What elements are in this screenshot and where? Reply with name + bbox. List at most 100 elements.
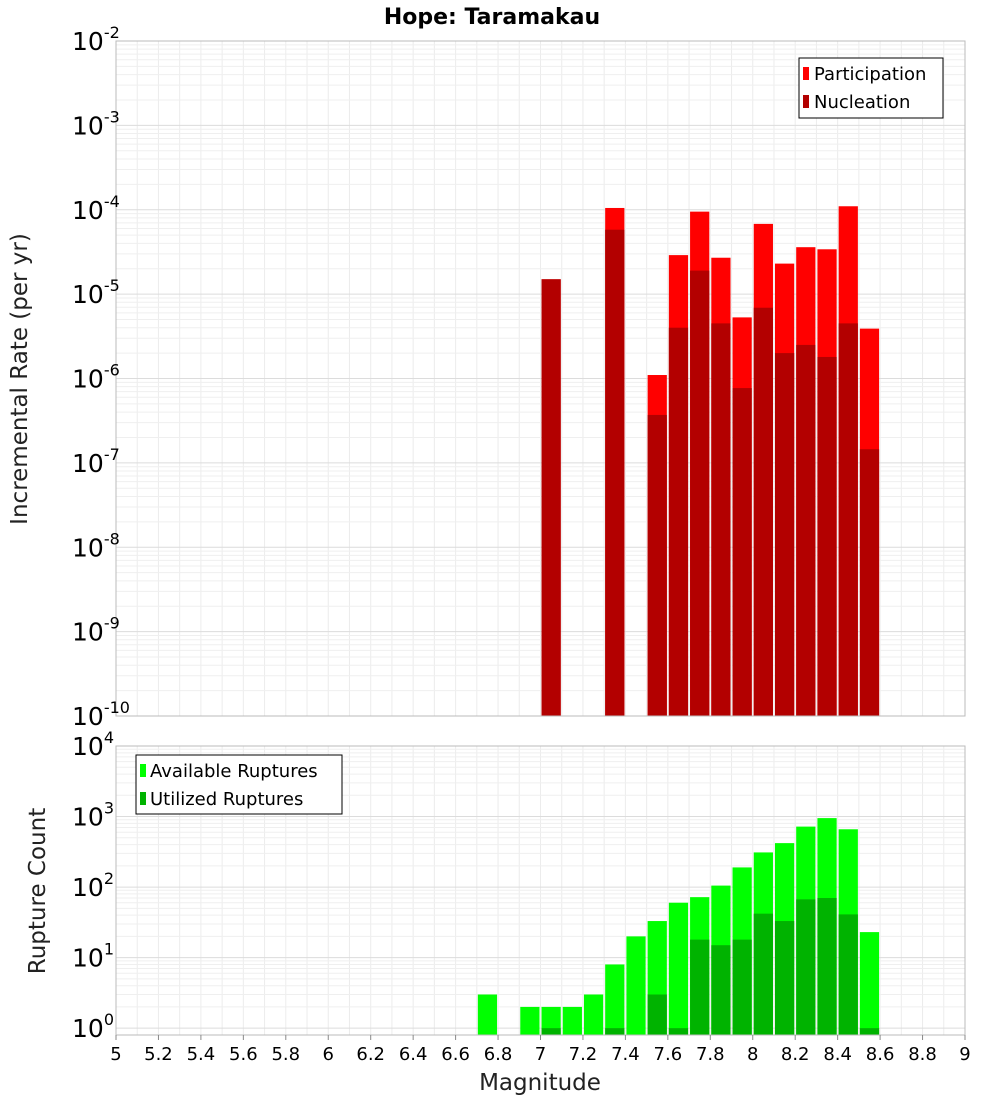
- bar-available-ruptures-m7.35: [605, 964, 625, 1035]
- rate-y-tick-exponent: -3: [104, 107, 120, 126]
- rate-y-tick-1e-2: 10-2: [72, 23, 120, 56]
- bar-utilized-ruptures-m7.95: [732, 939, 752, 1035]
- legend-swatch-nucleation: [803, 95, 809, 108]
- rate-y-tick-exponent: -7: [104, 445, 120, 464]
- legend-label-utilized: Utilized Ruptures: [150, 789, 303, 810]
- count-y-tick-1e2: 102: [72, 869, 114, 902]
- rate-y-tick-base: 10: [72, 533, 104, 562]
- x-tick-label-6: 6: [323, 1044, 334, 1065]
- rate-y-tick-1e-10: 10-10: [72, 698, 130, 731]
- bar-utilized-ruptures-m7.35: [605, 1028, 625, 1035]
- bar-nucleation-m7.65: [668, 327, 689, 716]
- bar-available-ruptures-m7.05: [541, 1006, 561, 1035]
- count-bars: [477, 818, 880, 1035]
- rate-y-tick-base: 10: [72, 449, 104, 478]
- bar-available-ruptures-m7.45: [626, 936, 646, 1035]
- x-axis-label: Magnitude: [479, 1070, 601, 1096]
- x-tick-label-7-8: 7.8: [696, 1044, 725, 1065]
- legend-swatch-available: [140, 764, 146, 777]
- rate-y-tick-exponent: -9: [104, 614, 120, 633]
- bar-utilized-ruptures-m8.35: [817, 898, 837, 1035]
- chart-title: Hope: Taramakau: [384, 5, 600, 30]
- bar-nucleation-m7.35: [605, 229, 625, 717]
- x-tick-label-5-4: 5.4: [187, 1044, 216, 1065]
- rate-y-tick-exponent: -6: [104, 361, 120, 380]
- rate-bars: [541, 206, 880, 717]
- x-tick-label-6-6: 6.6: [441, 1044, 470, 1065]
- bar-nucleation-m7.95: [732, 388, 752, 716]
- count-y-tick-base: 10: [72, 803, 104, 832]
- legend-label-available: Available Ruptures: [150, 761, 318, 782]
- rate-y-tick-1e-9: 10-9: [72, 614, 120, 647]
- count-legend: Available Ruptures Utilized Ruptures: [135, 754, 343, 815]
- rate-y-tick-1e-4: 10-4: [72, 192, 120, 225]
- rate-y-tick-exponent: -10: [104, 698, 130, 717]
- x-tick-label-6-8: 6.8: [484, 1044, 513, 1065]
- bar-available-ruptures-m7.65: [668, 902, 689, 1035]
- rate-y-tick-exponent: -4: [104, 192, 120, 211]
- count-y-tick-1e4: 104: [72, 728, 114, 761]
- rate-y-tick-1e-7: 10-7: [72, 445, 120, 478]
- rate-y-tick-base: 10: [72, 365, 104, 394]
- rate-y-tick-1e-5: 10-5: [72, 276, 120, 309]
- rate-y-tick-exponent: -5: [104, 276, 120, 295]
- legend-swatch-utilized: [140, 792, 146, 805]
- legend-label-participation: Participation: [814, 64, 926, 85]
- rate-y-tick-base: 10: [72, 618, 104, 647]
- x-tick-label-5: 5: [110, 1044, 121, 1065]
- count-y-tick-1e3: 103: [72, 799, 114, 832]
- bar-utilized-ruptures-m7.85: [711, 945, 731, 1035]
- x-tick-label-6-4: 6.4: [399, 1044, 428, 1065]
- bar-nucleation-m8.45: [838, 323, 858, 716]
- legend-label-nucleation: Nucleation: [814, 92, 910, 113]
- x-tick-label-7-6: 7.6: [654, 1044, 683, 1065]
- x-tick-label-7-2: 7.2: [569, 1044, 598, 1065]
- bar-nucleation-m8.35: [817, 356, 837, 716]
- rate-y-tick-base: 10: [72, 280, 104, 309]
- x-tick-label-5-2: 5.2: [144, 1044, 173, 1065]
- count-y-tick-exponent: 4: [104, 728, 114, 747]
- x-tick-label-8-6: 8.6: [866, 1044, 895, 1065]
- bar-utilized-ruptures-m8.05: [753, 913, 773, 1035]
- count-y-tick-base: 10: [72, 944, 104, 973]
- bar-nucleation-m8.05: [753, 307, 773, 716]
- x-tick-label-5-6: 5.6: [229, 1044, 258, 1065]
- bar-nucleation-m7.55: [647, 414, 667, 716]
- x-tick-label-9: 9: [959, 1044, 970, 1065]
- rate-y-tick-base: 10: [72, 27, 104, 56]
- rate-gridlines: [115, 40, 966, 717]
- bar-nucleation-m8.15: [774, 353, 795, 716]
- bar-available-ruptures-m6.75: [477, 994, 498, 1035]
- x-tick-label-7-4: 7.4: [611, 1044, 640, 1065]
- bar-available-ruptures-m7.15: [562, 1006, 582, 1035]
- bar-nucleation-m7.85: [711, 323, 731, 716]
- bar-utilized-ruptures-m8.25: [796, 899, 816, 1035]
- x-tick-label-8: 8: [747, 1044, 758, 1065]
- x-tick-label-7: 7: [535, 1044, 546, 1065]
- bar-utilized-ruptures-m7.65: [668, 1028, 689, 1035]
- count-y-tick-1e1: 101: [72, 940, 114, 973]
- rate-y-tick-base: 10: [72, 702, 104, 731]
- rate-y-tick-1e-8: 10-8: [72, 529, 120, 562]
- rate-y-tick-1e-6: 10-6: [72, 361, 120, 394]
- rate-y-tick-exponent: -2: [104, 23, 120, 42]
- x-tick-label-5-8: 5.8: [271, 1044, 300, 1065]
- count-y-axis-label: Rupture Count: [25, 808, 51, 974]
- rate-plot-border: [115, 40, 966, 717]
- bar-utilized-ruptures-m7.55: [647, 994, 667, 1035]
- count-legend-box: [135, 754, 343, 815]
- count-y-tick-exponent: 2: [104, 869, 114, 888]
- bar-utilized-ruptures-m8.45: [838, 914, 858, 1035]
- bar-utilized-ruptures-m7.05: [541, 1028, 561, 1035]
- bar-utilized-ruptures-m8.15: [774, 921, 795, 1035]
- x-ticks: 5 5.2 5.4 5.6 5.8 6 6.2 6.4 6.6 6.8 7 7.2 7.4 7.6 7.8 8…: [110, 1035, 971, 1065]
- rate-y-tick-1e-3: 10-3: [72, 107, 120, 140]
- bar-utilized-ruptures-m7.75: [690, 939, 710, 1035]
- bar-nucleation-m8.55: [859, 449, 880, 716]
- count-y-tick-base: 10: [72, 732, 104, 761]
- bar-available-ruptures-m8.55: [859, 932, 880, 1035]
